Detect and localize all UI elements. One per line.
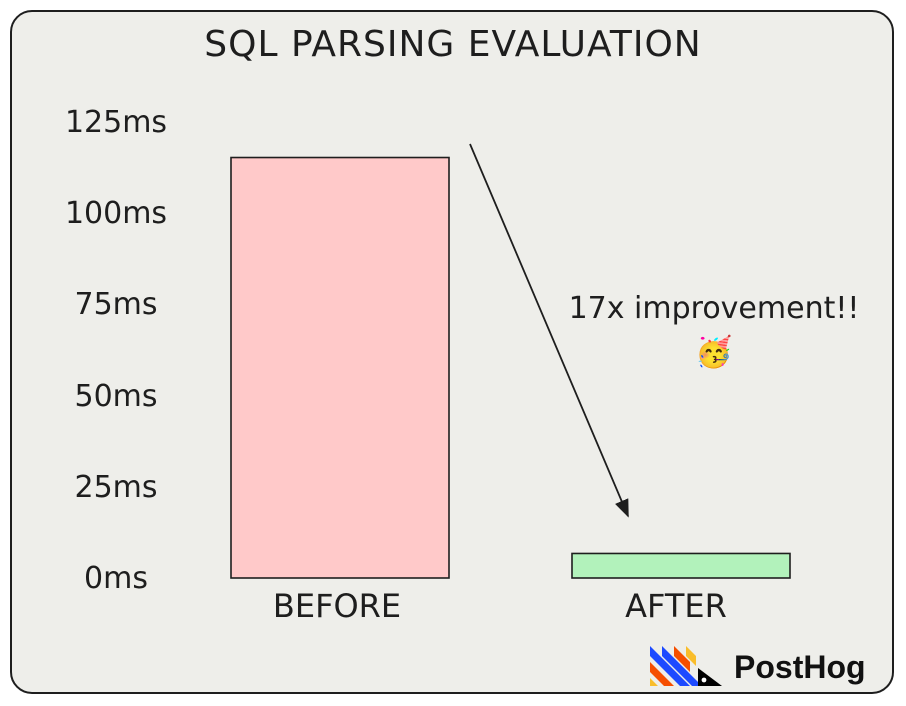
- bar-after: [571, 552, 791, 579]
- improvement-annotation: 17x improvement!!: [569, 291, 860, 326]
- y-tick-label: 50ms: [74, 379, 157, 414]
- posthog-logo: PostHog: [650, 646, 866, 686]
- chart-card: [10, 10, 894, 694]
- y-tick-label: 125ms: [65, 105, 167, 140]
- category-labels: BEFORE AFTER: [273, 587, 727, 625]
- y-tick-label: 100ms: [65, 196, 167, 231]
- y-tick-label: 75ms: [74, 287, 157, 322]
- posthog-wordmark: PostHog: [734, 649, 866, 685]
- y-tick-label: 0ms: [84, 561, 148, 596]
- bars: [230, 156, 791, 579]
- y-axis-ticks: 0ms 25ms 50ms 75ms 100ms 125ms: [65, 105, 167, 596]
- chart-title: SQL PARSING EVALUATION: [204, 24, 702, 65]
- bar-before: [230, 156, 450, 579]
- posthog-logo-icon: [650, 646, 722, 686]
- party-emoji: 🥳: [695, 333, 732, 370]
- y-tick-label: 25ms: [74, 470, 157, 505]
- category-label: BEFORE: [273, 587, 401, 625]
- improvement-arrow: [469, 143, 629, 518]
- category-label: AFTER: [625, 587, 727, 625]
